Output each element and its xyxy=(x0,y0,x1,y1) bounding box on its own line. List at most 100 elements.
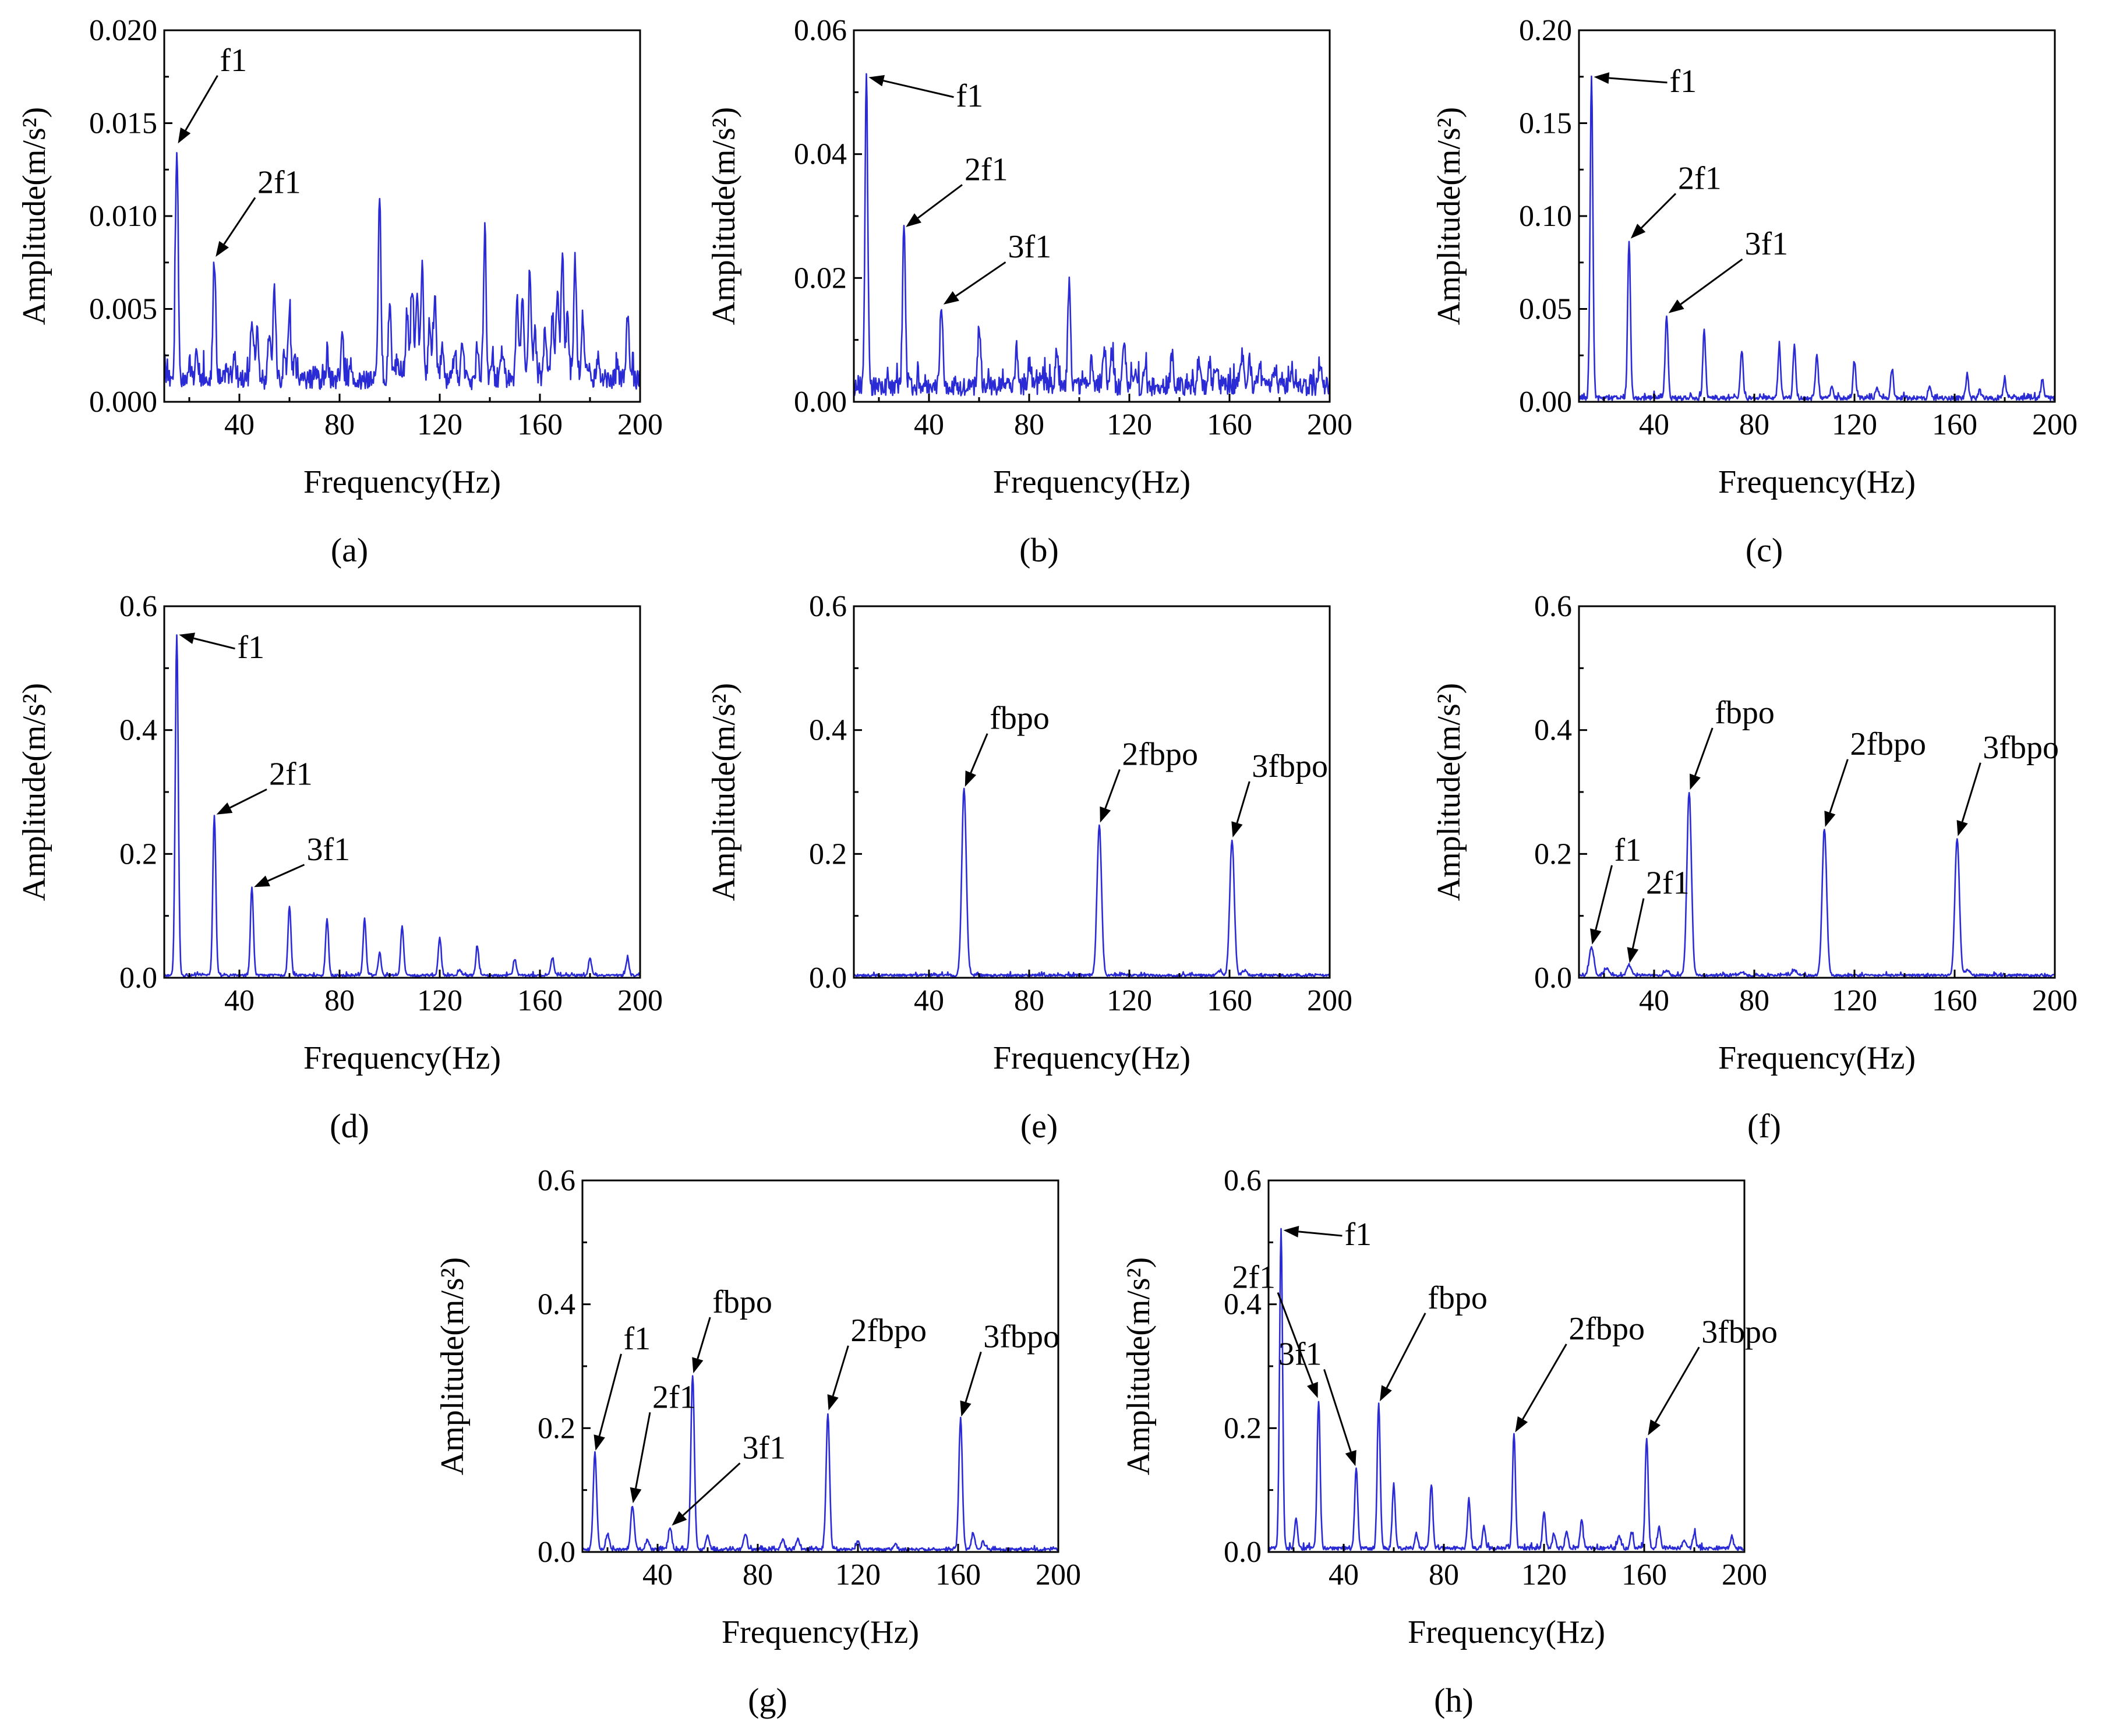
x-tick-label: 40 xyxy=(1639,984,1669,1017)
y-tick-label: 0.000 xyxy=(89,386,157,419)
arrow-head xyxy=(1307,1381,1318,1398)
x-tick-label: 80 xyxy=(1014,984,1044,1017)
annotation-fbpo: fbpo xyxy=(1690,695,1775,790)
panel-e: (e) 40 80 120 160 200 0.0 0.2 0.4 0.6 Frequency(H… xyxy=(706,590,1352,1145)
x-tick-label: 200 xyxy=(1036,1558,1081,1592)
annotation-label: 3fbpo xyxy=(1252,748,1328,784)
y-tick-label: 0.20 xyxy=(1519,14,1572,47)
x-tick-label: 80 xyxy=(1429,1558,1459,1592)
arrow-head xyxy=(1100,806,1111,823)
annotation-label: 2f1 xyxy=(1678,160,1722,196)
y-tick-label: 0.4 xyxy=(538,1288,575,1321)
annotation-fbpo: fbpo xyxy=(965,701,1050,787)
arrow-head xyxy=(906,213,921,227)
annotation-fbpo: fbpo xyxy=(1380,1280,1488,1402)
x-tick-label: 200 xyxy=(617,408,663,441)
annotation-label: f1 xyxy=(956,78,984,114)
annotation-arrow xyxy=(1655,1346,1700,1423)
y-tick-label: 0.0 xyxy=(119,961,157,995)
annotation-2f1: 2f1 xyxy=(630,1379,696,1504)
y-tick-label: 0.005 xyxy=(89,293,157,326)
plot-area: 40 80 120 160 200 0.0 0.2 0.4 0.6 Frequency(Hz) Am… xyxy=(706,590,1352,1076)
plot-area: 40 80 120 160 200 0.000 0.005 0.010 0.015 0.020 Fr… xyxy=(16,14,663,500)
spectrum-series-h xyxy=(1269,1228,1744,1551)
annotation-arrow xyxy=(1323,1369,1352,1452)
panel-caption: (a) xyxy=(331,531,368,569)
annotation-arrow xyxy=(267,864,305,882)
annotation-2fbpo: 2fbpo xyxy=(1824,726,1926,828)
arrow-head xyxy=(1630,224,1646,239)
panel-a: (a) 40 80 120 160 200 0.000 0.005 0.010 0.015 0.0… xyxy=(16,14,663,569)
annotation-arrow xyxy=(917,184,963,219)
arrow-head xyxy=(672,1511,687,1526)
annotation-arrow xyxy=(185,75,218,131)
annotation-f1: f1 xyxy=(178,43,247,144)
annotation-arrow xyxy=(697,1317,711,1359)
annotation-arrow xyxy=(1298,1231,1343,1237)
annotation-label: fbpo xyxy=(1428,1280,1488,1316)
x-tick-label: 160 xyxy=(935,1558,981,1592)
annotation-arrow xyxy=(1522,1343,1567,1420)
annotation-label: f1 xyxy=(1615,832,1642,868)
annotation-2f1: 2f1 xyxy=(1627,865,1690,963)
arrow-head xyxy=(692,1357,704,1374)
plot-area: 40 80 120 160 200 0.00 0.02 0.04 0.06 Frequency(H… xyxy=(706,14,1352,500)
annotation-2f1: 2f1 xyxy=(1630,160,1722,239)
annotation-label: 3f1 xyxy=(743,1430,786,1466)
x-tick-label: 120 xyxy=(417,408,462,441)
annotation-fbpo: fbpo xyxy=(692,1284,772,1374)
y-tick-label: 0.06 xyxy=(794,14,847,47)
annotation-3fbpo: 3fbpo xyxy=(1231,748,1328,838)
panel-caption: (f) xyxy=(1747,1107,1781,1145)
arrow-head xyxy=(1283,1225,1299,1238)
annotation-2fbpo: 2fbpo xyxy=(827,1313,927,1410)
y-tick-label: 0.2 xyxy=(1224,1412,1262,1445)
annotation-label: fbpo xyxy=(990,701,1050,737)
x-axis-label: Frequency(Hz) xyxy=(993,1040,1190,1076)
arrow-head xyxy=(827,1394,839,1410)
annotation-arrow xyxy=(682,1462,741,1516)
panel-d: (d) 40 80 120 160 200 0.0 0.2 0.4 0.6 Frequency(H… xyxy=(16,590,663,1145)
x-tick-label: 200 xyxy=(617,984,663,1017)
annotation-f1: f1 xyxy=(593,1321,651,1451)
y-tick-label: 0.020 xyxy=(89,14,157,47)
annotation-3fbpo: 3fbpo xyxy=(1956,730,2059,836)
spectrum-series-g xyxy=(582,1375,1058,1552)
plot-area: 40 80 120 160 200 0.0 0.2 0.4 0.6 Frequency(Hz) Am… xyxy=(1431,590,2078,1076)
arrow-head xyxy=(179,632,196,644)
annotation-label: 2fbpo xyxy=(850,1313,927,1349)
y-axis-label: Amplitude(m/s²) xyxy=(1431,683,1467,901)
x-tick-label: 80 xyxy=(1739,408,1769,441)
annotation-arrow xyxy=(883,80,954,98)
x-tick-label: 160 xyxy=(1621,1558,1667,1592)
arrow-head xyxy=(1690,773,1701,790)
y-axis-label: Amplitude(m/s²) xyxy=(434,1257,471,1476)
annotation-arrow xyxy=(1641,193,1677,229)
x-tick-label: 160 xyxy=(1932,984,1977,1017)
panel-caption: (e) xyxy=(1020,1107,1058,1145)
arrow-head xyxy=(1345,1449,1356,1466)
annotation-label: 3fbpo xyxy=(1701,1314,1778,1350)
annotation-f1: f1 xyxy=(1283,1217,1372,1253)
arrow-head xyxy=(1590,928,1602,945)
y-tick-label: 0.05 xyxy=(1519,293,1572,326)
x-tick-label: 40 xyxy=(224,984,255,1017)
plot-area: 40 80 120 160 200 0.0 0.2 0.4 0.6 Frequency(Hz) Am… xyxy=(434,1164,1081,1650)
annotation-arrow xyxy=(1609,77,1668,84)
arrow-head xyxy=(1824,811,1836,828)
spectrum-series-a xyxy=(164,152,640,391)
annotation-arrow xyxy=(1631,898,1645,949)
spectrum-series-e xyxy=(854,787,1330,978)
arrow-head xyxy=(868,75,885,87)
annotation-label: 3f1 xyxy=(1745,226,1789,262)
arrow-head xyxy=(1515,1416,1528,1433)
annotation-arrow xyxy=(970,733,988,773)
spectrum-series-f xyxy=(1579,791,2055,978)
x-axis-label: Frequency(Hz) xyxy=(722,1614,919,1650)
x-tick-label: 200 xyxy=(2032,408,2078,441)
arrow-head xyxy=(593,1434,605,1451)
annotation-2fbpo: 2fbpo xyxy=(1515,1311,1645,1433)
x-tick-label: 200 xyxy=(1307,408,1352,441)
y-tick-label: 0.4 xyxy=(1534,714,1572,747)
